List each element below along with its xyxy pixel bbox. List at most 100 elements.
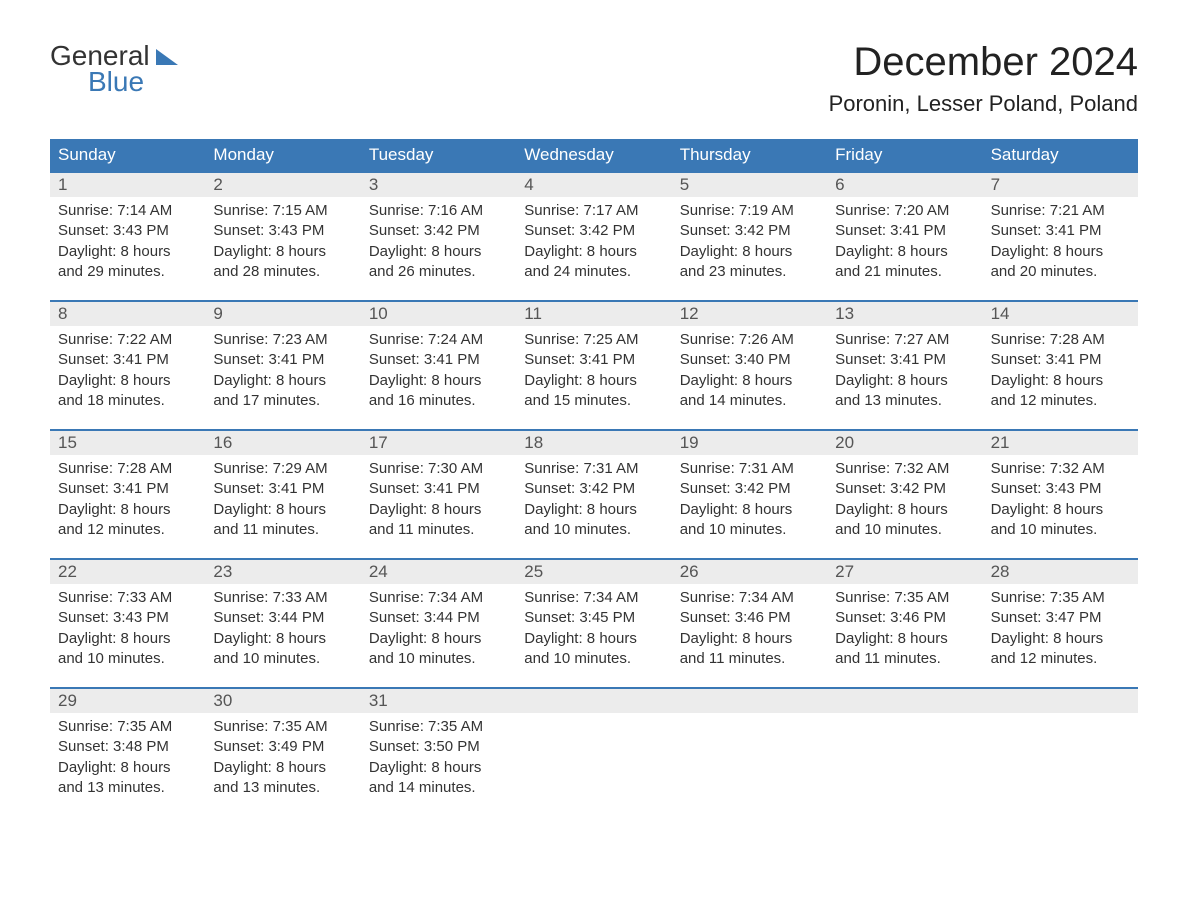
daylight-line-2: and 12 minutes. [58, 520, 197, 540]
day-body: Sunrise: 7:21 AMSunset: 3:41 PMDaylight:… [983, 197, 1138, 282]
day-cell: 18Sunrise: 7:31 AMSunset: 3:42 PMDayligh… [516, 431, 671, 540]
day-cell: 3Sunrise: 7:16 AMSunset: 3:42 PMDaylight… [361, 173, 516, 282]
day-number: 14 [983, 302, 1138, 326]
sunset-line: Sunset: 3:50 PM [369, 737, 508, 757]
day-cell: 14Sunrise: 7:28 AMSunset: 3:41 PMDayligh… [983, 302, 1138, 411]
sunset-line: Sunset: 3:46 PM [680, 608, 819, 628]
daylight-line-2: and 17 minutes. [213, 391, 352, 411]
daylight-line-2: and 26 minutes. [369, 262, 508, 282]
day-body: Sunrise: 7:24 AMSunset: 3:41 PMDaylight:… [361, 326, 516, 411]
day-body: Sunrise: 7:34 AMSunset: 3:44 PMDaylight:… [361, 584, 516, 669]
daylight-line-2: and 29 minutes. [58, 262, 197, 282]
day-number: 3 [361, 173, 516, 197]
day-cell [672, 689, 827, 798]
daylight-line-2: and 11 minutes. [213, 520, 352, 540]
daylight-line-1: Daylight: 8 hours [835, 371, 974, 391]
sunrise-line: Sunrise: 7:22 AM [58, 330, 197, 350]
calendar: Sunday Monday Tuesday Wednesday Thursday… [50, 139, 1138, 798]
sunrise-line: Sunrise: 7:20 AM [835, 201, 974, 221]
day-body: Sunrise: 7:31 AMSunset: 3:42 PMDaylight:… [672, 455, 827, 540]
dow-wednesday: Wednesday [516, 139, 671, 171]
sunset-line: Sunset: 3:43 PM [213, 221, 352, 241]
sunrise-line: Sunrise: 7:16 AM [369, 201, 508, 221]
day-cell: 8Sunrise: 7:22 AMSunset: 3:41 PMDaylight… [50, 302, 205, 411]
sunset-line: Sunset: 3:43 PM [58, 221, 197, 241]
sunrise-line: Sunrise: 7:33 AM [213, 588, 352, 608]
day-cell: 29Sunrise: 7:35 AMSunset: 3:48 PMDayligh… [50, 689, 205, 798]
sunrise-line: Sunrise: 7:29 AM [213, 459, 352, 479]
sunset-line: Sunset: 3:41 PM [524, 350, 663, 370]
daylight-line-2: and 13 minutes. [58, 778, 197, 798]
week-row: 15Sunrise: 7:28 AMSunset: 3:41 PMDayligh… [50, 429, 1138, 540]
dow-thursday: Thursday [672, 139, 827, 171]
day-number [516, 689, 671, 713]
sunrise-line: Sunrise: 7:15 AM [213, 201, 352, 221]
day-body: Sunrise: 7:30 AMSunset: 3:41 PMDaylight:… [361, 455, 516, 540]
day-number: 7 [983, 173, 1138, 197]
sunset-line: Sunset: 3:41 PM [991, 350, 1130, 370]
day-cell [516, 689, 671, 798]
page-title: December 2024 [829, 40, 1138, 85]
daylight-line-2: and 13 minutes. [213, 778, 352, 798]
day-body: Sunrise: 7:26 AMSunset: 3:40 PMDaylight:… [672, 326, 827, 411]
day-number: 10 [361, 302, 516, 326]
sunset-line: Sunset: 3:49 PM [213, 737, 352, 757]
day-body: Sunrise: 7:35 AMSunset: 3:50 PMDaylight:… [361, 713, 516, 798]
sunset-line: Sunset: 3:42 PM [680, 221, 819, 241]
day-number: 17 [361, 431, 516, 455]
day-body: Sunrise: 7:35 AMSunset: 3:49 PMDaylight:… [205, 713, 360, 798]
sunrise-line: Sunrise: 7:28 AM [58, 459, 197, 479]
sunrise-line: Sunrise: 7:23 AM [213, 330, 352, 350]
daylight-line-2: and 13 minutes. [835, 391, 974, 411]
dow-monday: Monday [205, 139, 360, 171]
brand-triangle-icon [156, 49, 178, 65]
day-body: Sunrise: 7:31 AMSunset: 3:42 PMDaylight:… [516, 455, 671, 540]
sunrise-line: Sunrise: 7:32 AM [991, 459, 1130, 479]
daylight-line-1: Daylight: 8 hours [680, 629, 819, 649]
daylight-line-1: Daylight: 8 hours [524, 500, 663, 520]
sunrise-line: Sunrise: 7:34 AM [369, 588, 508, 608]
day-cell: 16Sunrise: 7:29 AMSunset: 3:41 PMDayligh… [205, 431, 360, 540]
day-cell: 21Sunrise: 7:32 AMSunset: 3:43 PMDayligh… [983, 431, 1138, 540]
sunset-line: Sunset: 3:44 PM [369, 608, 508, 628]
day-body: Sunrise: 7:20 AMSunset: 3:41 PMDaylight:… [827, 197, 982, 282]
brand-word-2: Blue [50, 66, 144, 98]
sunrise-line: Sunrise: 7:19 AM [680, 201, 819, 221]
sunrise-line: Sunrise: 7:34 AM [524, 588, 663, 608]
sunset-line: Sunset: 3:45 PM [524, 608, 663, 628]
day-cell: 1Sunrise: 7:14 AMSunset: 3:43 PMDaylight… [50, 173, 205, 282]
sunrise-line: Sunrise: 7:35 AM [58, 717, 197, 737]
day-body: Sunrise: 7:28 AMSunset: 3:41 PMDaylight:… [50, 455, 205, 540]
daylight-line-1: Daylight: 8 hours [58, 242, 197, 262]
sunset-line: Sunset: 3:48 PM [58, 737, 197, 757]
day-cell: 23Sunrise: 7:33 AMSunset: 3:44 PMDayligh… [205, 560, 360, 669]
daylight-line-2: and 11 minutes. [835, 649, 974, 669]
day-body: Sunrise: 7:34 AMSunset: 3:46 PMDaylight:… [672, 584, 827, 669]
sunrise-line: Sunrise: 7:24 AM [369, 330, 508, 350]
daylight-line-1: Daylight: 8 hours [58, 758, 197, 778]
day-cell: 11Sunrise: 7:25 AMSunset: 3:41 PMDayligh… [516, 302, 671, 411]
daylight-line-1: Daylight: 8 hours [680, 371, 819, 391]
sunrise-line: Sunrise: 7:26 AM [680, 330, 819, 350]
daylight-line-1: Daylight: 8 hours [213, 242, 352, 262]
day-number: 5 [672, 173, 827, 197]
dow-sunday: Sunday [50, 139, 205, 171]
sunrise-line: Sunrise: 7:21 AM [991, 201, 1130, 221]
sunset-line: Sunset: 3:42 PM [524, 479, 663, 499]
day-cell: 20Sunrise: 7:32 AMSunset: 3:42 PMDayligh… [827, 431, 982, 540]
location-subtitle: Poronin, Lesser Poland, Poland [829, 91, 1138, 117]
daylight-line-2: and 21 minutes. [835, 262, 974, 282]
daylight-line-1: Daylight: 8 hours [524, 371, 663, 391]
day-body: Sunrise: 7:32 AMSunset: 3:43 PMDaylight:… [983, 455, 1138, 540]
day-body: Sunrise: 7:34 AMSunset: 3:45 PMDaylight:… [516, 584, 671, 669]
sunset-line: Sunset: 3:44 PM [213, 608, 352, 628]
sunset-line: Sunset: 3:42 PM [524, 221, 663, 241]
daylight-line-1: Daylight: 8 hours [680, 500, 819, 520]
day-cell: 9Sunrise: 7:23 AMSunset: 3:41 PMDaylight… [205, 302, 360, 411]
day-cell [983, 689, 1138, 798]
sunset-line: Sunset: 3:41 PM [835, 221, 974, 241]
daylight-line-2: and 12 minutes. [991, 649, 1130, 669]
sunset-line: Sunset: 3:40 PM [680, 350, 819, 370]
dow-friday: Friday [827, 139, 982, 171]
day-number: 20 [827, 431, 982, 455]
